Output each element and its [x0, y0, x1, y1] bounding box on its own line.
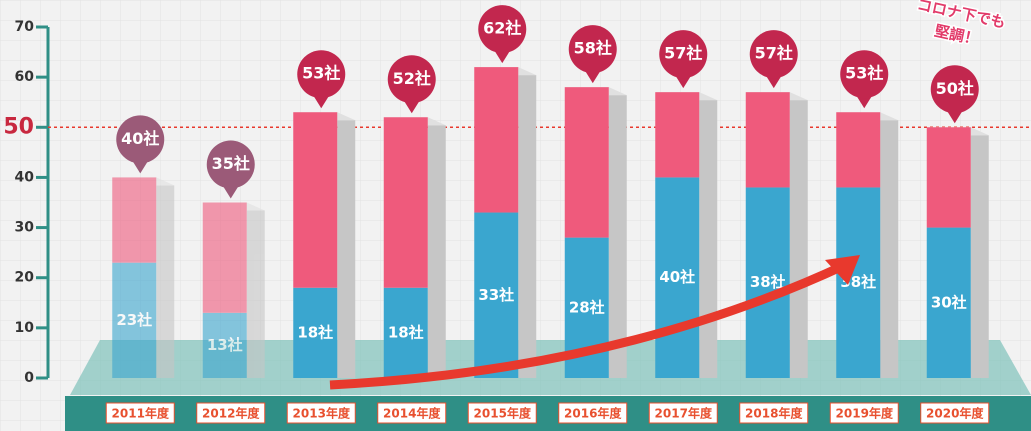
- building: 38社: [836, 112, 898, 378]
- bar-segment: [565, 87, 609, 237]
- value-label: 18社: [297, 323, 333, 341]
- building-side: [518, 75, 536, 378]
- value-label: 40社: [659, 268, 695, 286]
- chart: 0 10 20 30 40 50 60 70 23社 40社 2011年度 13社 35社 2012年度 1…: [0, 0, 1031, 431]
- building: 13社: [203, 203, 265, 379]
- building: 23社: [112, 177, 174, 378]
- total-label: 50社: [936, 79, 974, 98]
- x-tick-label: 2011年度: [112, 406, 170, 421]
- x-tick-label: 2017年度: [655, 406, 713, 421]
- value-label: 33社: [478, 286, 514, 304]
- total-label: 53社: [302, 64, 340, 83]
- building-side: [337, 120, 355, 378]
- building: 28社: [565, 87, 627, 378]
- bar-segment: [293, 112, 337, 288]
- bar-segment: [927, 127, 971, 227]
- building: 38社: [746, 92, 808, 378]
- building: 18社: [384, 117, 446, 378]
- bar-segment: [746, 92, 790, 187]
- bar-segment: [384, 117, 428, 287]
- bar-segment: [112, 177, 156, 262]
- total-label: 57社: [755, 44, 793, 63]
- total-label: 52社: [393, 69, 431, 88]
- value-label: 18社: [388, 323, 424, 341]
- y-tick-label: 70: [15, 19, 35, 35]
- y-tick-label: 20: [15, 270, 35, 286]
- total-label: 57社: [664, 44, 702, 63]
- building: 30社: [927, 127, 989, 378]
- building-side: [609, 95, 627, 378]
- y-tick-label: 60: [15, 69, 35, 85]
- x-tick-label: 2016年度: [564, 406, 622, 421]
- building: 18社: [293, 112, 355, 378]
- total-label: 53社: [845, 64, 883, 83]
- total-label: 62社: [483, 19, 521, 38]
- building-side: [790, 100, 808, 378]
- building: 33社: [474, 67, 536, 378]
- bar-segment: [203, 203, 247, 313]
- x-tick-label: 2012年度: [202, 406, 260, 421]
- x-tick-label: 2014年度: [383, 406, 441, 421]
- value-label: 23社: [116, 311, 152, 329]
- building-side: [156, 185, 174, 378]
- y-tick-label: 30: [15, 220, 35, 236]
- total-label: 40社: [121, 129, 159, 148]
- building-side: [247, 211, 265, 379]
- value-label: 13社: [207, 336, 243, 354]
- building-side: [880, 120, 898, 378]
- bar-segment: [836, 112, 880, 187]
- total-label: 58社: [574, 39, 612, 58]
- value-label: 28社: [569, 298, 605, 316]
- value-label: 30社: [931, 293, 967, 311]
- y-tick-label: 0: [24, 370, 34, 386]
- bar-segment: [655, 92, 699, 177]
- x-tick-label: 2019年度: [836, 406, 894, 421]
- y-tick-label: 40: [15, 169, 35, 185]
- y-tick-label: 10: [15, 320, 35, 336]
- bar-segment: [474, 67, 518, 212]
- building-side: [428, 125, 446, 378]
- y-tick-label: 50: [3, 114, 34, 139]
- building-side: [699, 100, 717, 378]
- x-tick-label: 2013年度: [293, 406, 351, 421]
- total-label: 35社: [212, 154, 250, 173]
- building-side: [971, 135, 989, 378]
- x-tick-label: 2015年度: [474, 406, 532, 421]
- x-tick-label: 2020年度: [926, 406, 984, 421]
- x-tick-label: 2018年度: [745, 406, 803, 421]
